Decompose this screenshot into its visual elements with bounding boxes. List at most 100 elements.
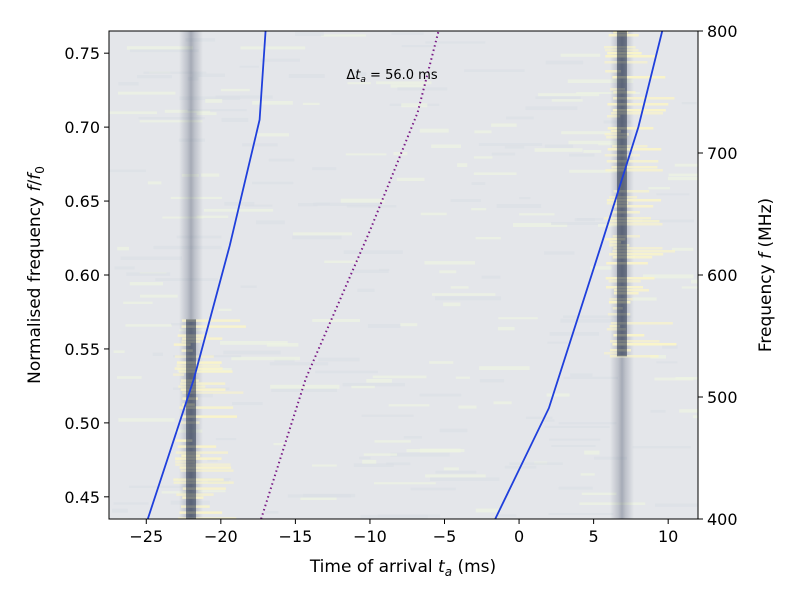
y-left-axis-ticks: 0.45 0.50 0.55 0.60 0.65 0.70 0.75 — [64, 44, 109, 507]
noise-strip — [390, 452, 450, 457]
burst-bright-strip — [175, 439, 193, 442]
noise-strip — [187, 109, 247, 112]
noise-strip — [544, 251, 575, 255]
noise-strip — [298, 203, 318, 207]
noise-strip — [505, 116, 534, 120]
y-left-tick-label: 0.60 — [64, 266, 100, 285]
noise-strip — [497, 326, 515, 331]
burst-bright-strip — [174, 367, 223, 370]
burst-bright-strip — [180, 382, 226, 385]
noise-strip — [252, 100, 293, 105]
noise-strip — [561, 131, 612, 135]
noise-strip — [242, 143, 278, 147]
burst-bright-strip — [607, 103, 669, 106]
noise-strip — [353, 463, 394, 467]
noise-strip — [519, 213, 555, 216]
burst-bright-strip — [175, 463, 231, 466]
burst-bright-strip — [175, 457, 222, 460]
noise-strip — [558, 422, 617, 425]
noise-strip — [120, 256, 182, 260]
noise-strip — [491, 123, 517, 127]
noise-strip — [400, 323, 418, 327]
noise-strip — [268, 158, 295, 162]
noise-strip — [196, 215, 229, 219]
noise-strip — [117, 246, 130, 251]
noise-strip — [589, 266, 612, 270]
noise-strip — [560, 318, 613, 323]
noise-strip — [420, 212, 447, 216]
noise-strip — [351, 385, 375, 389]
burst-bright-strip — [604, 217, 651, 220]
dispersion-curves — [146, 31, 664, 519]
noise-strip — [471, 208, 487, 211]
y-right-axis-label: Frequency f (MHz) — [756, 198, 776, 352]
noise-strip — [117, 91, 176, 95]
noise-strip — [391, 32, 424, 35]
noise-strip — [271, 388, 338, 392]
burst-bright-strip — [173, 373, 185, 376]
noise-strip — [362, 459, 377, 464]
bursts — [173, 31, 677, 519]
noise-strip — [388, 404, 430, 407]
noise-strip — [251, 181, 294, 185]
noise-strip — [583, 150, 602, 153]
y-right-tick-label: 500 — [707, 388, 738, 407]
noise-strip — [471, 182, 486, 185]
noise-strip — [240, 285, 257, 288]
noise-strip — [654, 377, 694, 381]
noise-strip — [401, 45, 439, 48]
noise-strip — [367, 323, 401, 328]
burst-bright-strip — [182, 337, 223, 340]
noise-strip — [455, 376, 470, 379]
noise-strip — [497, 514, 517, 517]
noise-strip — [113, 502, 149, 505]
noise-strip — [220, 88, 250, 92]
burst-bright-strip — [609, 220, 660, 223]
noise-strip — [139, 120, 203, 123]
noise-strip — [324, 260, 360, 264]
noise-strip — [650, 409, 666, 413]
noise-strip — [435, 470, 477, 474]
burst-bright-strip — [173, 478, 224, 481]
noise-strip — [435, 296, 502, 301]
burst-bright-strip — [607, 148, 662, 151]
noise-strip — [376, 81, 432, 85]
noise-strip — [631, 297, 657, 301]
noise-strip — [632, 446, 691, 449]
burst-bright-strip — [606, 262, 648, 265]
noise-strip — [496, 204, 542, 208]
burst-bright-strip — [613, 247, 663, 250]
noise-strip — [114, 266, 135, 270]
noise-strip — [126, 46, 194, 50]
burst-bright-strip — [609, 325, 620, 328]
y-right-tick-label: 800 — [707, 22, 738, 41]
noise-strip — [311, 464, 337, 467]
noise-strip — [679, 409, 698, 413]
noise-strip — [137, 75, 172, 79]
burst-bright-strip — [179, 466, 232, 469]
noise-strip — [239, 65, 259, 68]
noise-strip — [656, 361, 678, 364]
burst-bright-strip — [605, 169, 663, 172]
y-right-tick-label: 700 — [707, 144, 738, 163]
noise-strip — [569, 169, 619, 173]
noise-strip — [544, 425, 610, 428]
noise-strip — [288, 74, 325, 79]
dispersion-curve-dotted — [260, 31, 440, 519]
noise-strip — [430, 477, 500, 482]
burst-bright-strip — [179, 406, 234, 409]
burst-bright-strip — [604, 133, 629, 136]
noise-strip — [357, 288, 375, 293]
noise-strip — [161, 491, 193, 494]
noise-strip — [293, 232, 353, 236]
noise-strip — [270, 384, 340, 389]
burst-bright-strip — [178, 370, 233, 373]
noise-strip — [112, 508, 128, 513]
burst-bright-strip — [607, 115, 621, 118]
noise-strip — [231, 356, 301, 361]
noise-strip — [231, 402, 263, 406]
noise-strip — [393, 152, 408, 156]
noise-strip — [544, 144, 574, 148]
x-tick-label: −10 — [353, 527, 387, 546]
